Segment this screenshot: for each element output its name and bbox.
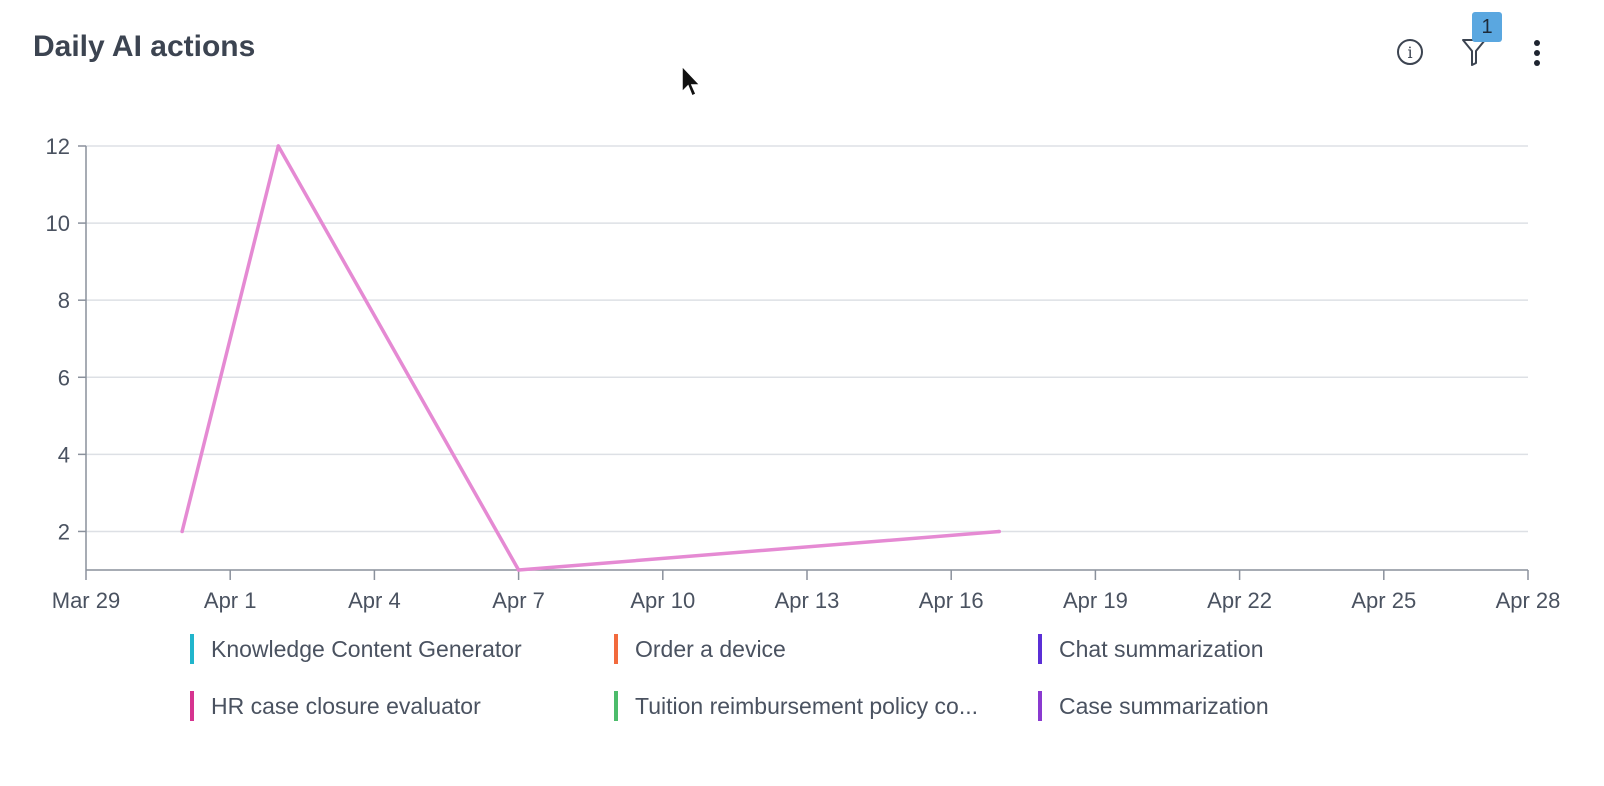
mouse-cursor-icon bbox=[681, 64, 702, 98]
legend-swatch bbox=[1038, 691, 1042, 721]
x-tick-label: Apr 22 bbox=[1207, 588, 1272, 613]
legend-label: HR case closure evaluator bbox=[211, 692, 481, 719]
legend-item[interactable]: Order a device bbox=[614, 634, 786, 664]
legend-item[interactable]: HR case closure evaluator bbox=[190, 691, 481, 721]
more-options-button[interactable] bbox=[1522, 36, 1552, 70]
y-tick-label: 8 bbox=[58, 288, 70, 313]
x-tick-label: Apr 7 bbox=[492, 588, 545, 613]
y-tick-label: 12 bbox=[46, 134, 70, 159]
series-line[interactable] bbox=[180, 144, 1000, 572]
legend-swatch bbox=[190, 634, 194, 664]
legend-item[interactable]: Tuition reimbursement policy co... bbox=[614, 691, 978, 721]
chart-title: Daily AI actions bbox=[33, 30, 256, 63]
data-point[interactable] bbox=[276, 144, 281, 148]
y-tick-label: 6 bbox=[58, 365, 70, 390]
legend-label: Order a device bbox=[635, 635, 786, 662]
legend-swatch bbox=[614, 691, 618, 721]
y-tick-label: 2 bbox=[58, 519, 70, 544]
legend-swatch bbox=[1038, 634, 1042, 664]
legend-label: Knowledge Content Generator bbox=[211, 635, 522, 662]
x-tick-label: Apr 10 bbox=[630, 588, 695, 613]
legend-item[interactable]: Chat summarization bbox=[1038, 634, 1264, 664]
x-tick-label: Apr 4 bbox=[348, 588, 401, 613]
x-tick-label: Apr 28 bbox=[1496, 588, 1561, 613]
x-tick-label: Apr 25 bbox=[1351, 588, 1416, 613]
x-tick-label: Apr 16 bbox=[919, 588, 984, 613]
info-button[interactable]: i bbox=[1394, 36, 1426, 68]
line-chart: 2 4 6 8 10 12 Mar 29 Apr 1 Apr 4 Apr 7 Apr 10 Apr 1… bbox=[46, 134, 1561, 613]
y-tick-label: 10 bbox=[46, 211, 70, 236]
legend-item[interactable]: Knowledge Content Generator bbox=[190, 634, 522, 664]
legend-item[interactable]: Case summarization bbox=[1038, 691, 1269, 721]
legend-label: Tuition reimbursement policy co... bbox=[635, 692, 979, 719]
x-tick-label: Apr 13 bbox=[775, 588, 840, 613]
data-point[interactable] bbox=[180, 529, 184, 534]
legend-label: Chat summarization bbox=[1059, 635, 1264, 662]
x-tick-label: Apr 1 bbox=[204, 588, 257, 613]
filter-count-badge: 1 bbox=[1472, 12, 1502, 42]
info-icon: i bbox=[1397, 39, 1423, 65]
data-point[interactable] bbox=[516, 568, 521, 572]
more-vertical-icon bbox=[1534, 40, 1540, 46]
data-point[interactable] bbox=[997, 529, 1002, 534]
y-tick-label: 4 bbox=[58, 442, 70, 467]
legend-label: Case summarization bbox=[1059, 692, 1269, 719]
legend-swatch bbox=[190, 691, 194, 721]
x-tick-label: Mar 29 bbox=[52, 588, 120, 613]
x-tick-label: Apr 19 bbox=[1063, 588, 1128, 613]
legend-swatch bbox=[614, 634, 618, 664]
